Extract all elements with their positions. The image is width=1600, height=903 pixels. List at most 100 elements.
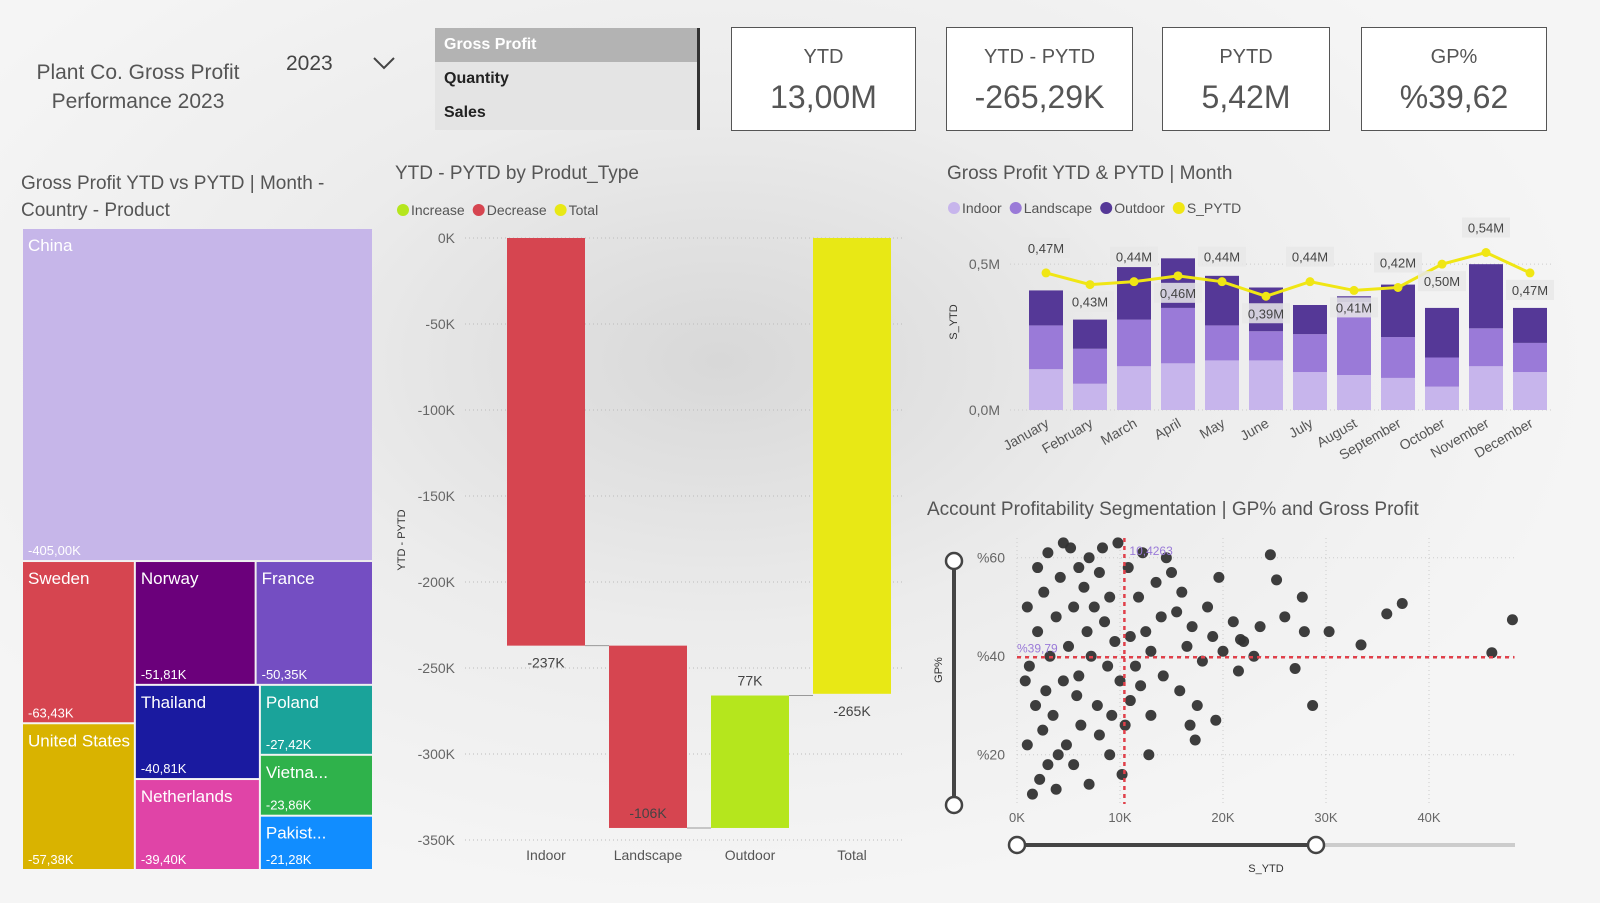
x-axis-title: S_YTD bbox=[1248, 863, 1284, 875]
tile-label: Netherlands bbox=[141, 787, 233, 806]
line bbox=[1045, 250, 1531, 298]
stacked-bar bbox=[1205, 325, 1239, 361]
y-tick-label: %20 bbox=[977, 747, 1005, 763]
x-tick-label: Total bbox=[837, 847, 867, 863]
label-box bbox=[1330, 297, 1378, 318]
scatter-point bbox=[1207, 631, 1219, 643]
scatter-point bbox=[1506, 614, 1518, 626]
scatter-point bbox=[1088, 601, 1100, 613]
chart-title: Account Profitability Segmentation | GP%… bbox=[927, 499, 1419, 520]
scatter-point bbox=[1068, 601, 1080, 613]
scatter-point bbox=[1093, 729, 1105, 741]
scatter-point bbox=[1057, 675, 1069, 687]
legend-marker bbox=[948, 202, 960, 214]
treemap-tile bbox=[260, 816, 372, 869]
scatter-point bbox=[1202, 601, 1214, 613]
x-tick-label: April bbox=[1151, 415, 1183, 443]
tile-value: -23,86K bbox=[266, 798, 312, 813]
value-label: 0,44M bbox=[1204, 250, 1240, 265]
scatter-point bbox=[1184, 719, 1196, 731]
stacked-bar bbox=[1161, 363, 1195, 410]
y-axis-title: GP% bbox=[933, 657, 945, 683]
x-tick-label: 20K bbox=[1211, 810, 1234, 825]
tile-value: -405,00K bbox=[28, 543, 81, 558]
scatter-point bbox=[1042, 759, 1054, 771]
scatter-point bbox=[1396, 598, 1408, 610]
label-box bbox=[1198, 246, 1246, 267]
line-marker bbox=[1481, 248, 1491, 257]
card-label: YTD - PYTD bbox=[983, 46, 1096, 68]
measure-button[interactable]: Sales bbox=[435, 96, 697, 130]
stacked-bar bbox=[1073, 383, 1107, 410]
card-label: PYTD bbox=[1219, 46, 1273, 68]
legend-marker bbox=[397, 204, 409, 216]
value-label: 0,47M bbox=[1512, 283, 1548, 298]
stacked-bar bbox=[1117, 267, 1151, 320]
x-range-slider[interactable] bbox=[1007, 835, 1515, 855]
scatter-point bbox=[1196, 655, 1208, 667]
waterfall-bar bbox=[507, 238, 585, 646]
y-axis-title: S_YTD bbox=[948, 304, 960, 340]
scatter-point bbox=[1307, 699, 1319, 711]
value-label: 0,44M bbox=[1116, 250, 1152, 265]
label-box bbox=[1374, 252, 1422, 273]
tile-label: Poland bbox=[266, 693, 319, 712]
stacked-bar bbox=[1073, 319, 1107, 349]
scatter-point bbox=[1112, 537, 1124, 549]
stacked-bar bbox=[1381, 337, 1415, 378]
x-tick-label: June bbox=[1237, 415, 1271, 444]
stacked-bar bbox=[1469, 328, 1503, 367]
scatter-point bbox=[1323, 626, 1335, 638]
y-tick-label: -300K bbox=[418, 746, 456, 762]
stacked-bar bbox=[1425, 386, 1459, 410]
tile-label: Vietna... bbox=[266, 763, 328, 782]
scatter-point bbox=[1083, 778, 1095, 790]
scatter-point bbox=[1381, 608, 1393, 620]
value-label: 0,44M bbox=[1292, 250, 1328, 265]
y-tick-label: -150K bbox=[418, 488, 456, 504]
measure-button[interactable]: Quantity bbox=[435, 62, 697, 96]
scatter-point bbox=[1279, 611, 1291, 623]
tile-value: -27,42K bbox=[266, 737, 312, 752]
scatter-point bbox=[1073, 562, 1085, 574]
scatter-point bbox=[1189, 734, 1201, 746]
scatter-point bbox=[1150, 576, 1162, 588]
treemap-tile bbox=[23, 562, 134, 723]
scatter-point bbox=[1145, 645, 1157, 657]
stacked-bar bbox=[1469, 264, 1503, 329]
scatter-point bbox=[1060, 739, 1072, 751]
value-label: 0,42M bbox=[1380, 256, 1416, 271]
tile-label: Pakist... bbox=[266, 824, 326, 843]
chart-title: Gross Profit YTD & PYTD | Month bbox=[947, 163, 1232, 184]
y-tick-label: 0,0M bbox=[969, 402, 1000, 418]
chart-title: YTD - PYTD by Produt_Type bbox=[395, 163, 639, 184]
waterfall-bar bbox=[609, 645, 687, 828]
measure-button[interactable]: Gross Profit bbox=[435, 28, 697, 62]
scatter-point bbox=[1254, 621, 1266, 633]
scatter-point bbox=[1037, 724, 1049, 736]
legend-label: Landscape bbox=[1024, 200, 1093, 216]
tile-value: -40,81K bbox=[141, 761, 187, 776]
stacked-bar bbox=[1117, 319, 1151, 367]
tile-label: China bbox=[28, 236, 73, 255]
label-box bbox=[1506, 279, 1554, 300]
scatter-point bbox=[1052, 749, 1064, 761]
stacked-bar bbox=[1249, 331, 1283, 361]
tile-value: -63,43K bbox=[28, 705, 74, 720]
scatter-point bbox=[1114, 675, 1126, 687]
scatter-point bbox=[1057, 537, 1069, 549]
x-tick-label: 40K bbox=[1417, 810, 1440, 825]
scatter-point bbox=[1068, 759, 1080, 771]
scatter-point bbox=[1040, 685, 1052, 697]
scatter-point bbox=[1073, 670, 1085, 682]
x-tick-label: Outdoor bbox=[725, 847, 776, 863]
y-range-slider[interactable] bbox=[944, 551, 964, 815]
dropdown-chevron[interactable] bbox=[372, 54, 398, 72]
scatter-point bbox=[1034, 773, 1046, 785]
year-slicer[interactable]: 2023 bbox=[286, 52, 333, 75]
card-label: YTD bbox=[803, 46, 844, 68]
value-label: -237K bbox=[527, 655, 565, 671]
legend-marker bbox=[1172, 202, 1185, 214]
scatter-point bbox=[1135, 680, 1147, 692]
